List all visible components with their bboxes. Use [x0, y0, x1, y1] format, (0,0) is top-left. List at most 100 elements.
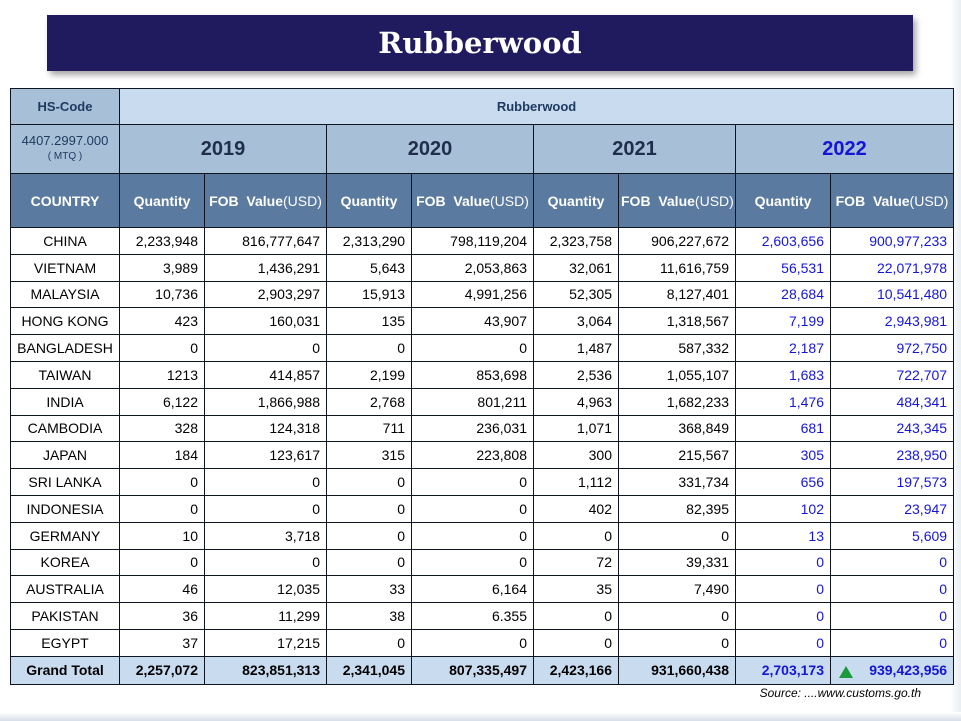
quantity-column-header: Quantity	[533, 173, 619, 228]
fob-value-cell: 10,541,480	[829, 280, 955, 309]
grand-total-row: Grand Total 2,257,072 823,851,313 2,341,045…	[10, 655, 955, 685]
quantity-cell: 0	[119, 334, 205, 362]
quantity-cell: 0	[533, 602, 619, 630]
total-fob-value-cell: 823,851,313	[204, 655, 327, 685]
product-header: Rubberwood	[118, 88, 955, 125]
quantity-cell: 1,071	[533, 414, 619, 443]
quantity-cell: 102	[735, 494, 831, 523]
quantity-cell: 402	[533, 494, 619, 523]
fob-value-cell: 1,436,291	[204, 253, 327, 282]
fob-value-cell: 123,617	[204, 441, 327, 470]
quantity-cell: 2,768	[326, 387, 412, 416]
quantity-cell: 7,199	[735, 307, 831, 336]
year-2019-header: 2019	[119, 124, 327, 174]
fob-unit-label: (USD)	[909, 192, 949, 209]
fob-value-cell: 0	[411, 628, 534, 657]
country-cell: PAKISTAN	[10, 602, 120, 630]
fob-value-cell: 12,035	[204, 575, 327, 604]
fob-value-cell: 2,943,981	[829, 307, 955, 336]
page-title: Rubberwood	[47, 15, 913, 71]
country-cell: INDIA	[10, 387, 120, 416]
country-cell: INDONESIA	[10, 494, 120, 523]
fob-unit-label: (USD)	[490, 192, 529, 209]
fob-value-column-header: FOB Value(USD)	[618, 173, 736, 228]
quantity-cell: 0	[326, 334, 412, 362]
fob-value-cell: 0	[829, 548, 955, 577]
table-row: CHINA 2,233,948 816,777,647 2,313,290 798,11…	[10, 227, 955, 255]
fob-value-column-header: FOB Value(USD)	[204, 173, 327, 228]
quantity-cell: 0	[119, 468, 205, 496]
fob-value-cell: 2,053,863	[411, 253, 534, 282]
fob-value-cell: 801,211	[411, 387, 534, 416]
fob-value-cell: 215,567	[618, 441, 736, 470]
quantity-cell: 36	[119, 602, 205, 630]
quantity-cell: 3,989	[119, 253, 205, 282]
year-2020-header: 2020	[326, 124, 534, 174]
year-2021-header: 2021	[533, 124, 736, 174]
fob-value-cell: 587,332	[618, 334, 736, 362]
fob-value-cell: 82,395	[618, 494, 736, 523]
quantity-column-header: Quantity	[326, 173, 412, 228]
fob-value-cell: 11,616,759	[618, 253, 736, 282]
quantity-cell: 681	[735, 414, 831, 443]
fob-value-cell: 4,991,256	[411, 280, 534, 309]
table-row: AUSTRALIA 46 12,035 33 6,164 35 7,490 0 0	[10, 575, 955, 604]
quantity-cell: 3,064	[533, 307, 619, 336]
total-quantity-cell: 2,257,072	[119, 655, 205, 685]
fob-value-cell: 5,609	[829, 521, 955, 550]
fob-value-cell: 0	[204, 548, 327, 577]
fob-value-cell: 906,227,672	[618, 227, 736, 255]
total-fob-value-cell: 931,660,438	[618, 655, 736, 685]
year-2022-header: 2022	[734, 124, 955, 174]
country-cell: MALAYSIA	[10, 280, 120, 309]
quantity-cell: 0	[326, 468, 412, 496]
quantity-cell: 184	[119, 441, 205, 470]
fob-value-cell: 816,777,647	[204, 227, 327, 255]
quantity-cell: 0	[533, 521, 619, 550]
fob-value-label: FOB Value	[209, 192, 284, 209]
table-row: JAPAN 184 123,617 315 223,808 300 215,567 305 23…	[10, 441, 955, 470]
bottom-edge-bar	[0, 712, 961, 721]
fob-value-cell: 197,573	[829, 468, 955, 496]
quantity-cell: 52,305	[533, 280, 619, 309]
quantity-column-header: Quantity	[735, 173, 831, 228]
fob-value-cell: 331,734	[618, 468, 736, 496]
table-row: EGYPT 37 17,215 0 0 0 0 0 0	[10, 628, 955, 657]
quantity-cell: 0	[735, 548, 831, 577]
country-cell: VIETNAM	[10, 253, 120, 282]
fob-value-cell: 160,031	[204, 307, 327, 336]
quantity-cell: 2,199	[326, 360, 412, 389]
table-row: INDIA 6,122 1,866,988 2,768 801,211 4,963 1,68…	[10, 387, 955, 416]
fob-value-cell: 853,698	[411, 360, 534, 389]
table-row: CAMBODIA 328 124,318 711 236,031 1,071 368,849…	[10, 414, 955, 443]
quantity-cell: 35	[533, 575, 619, 604]
quantity-cell: 72	[533, 548, 619, 577]
table-row: HONG KONG 423 160,031 135 43,907 3,064 1,318,5…	[10, 307, 955, 336]
quantity-cell: 0	[326, 494, 412, 523]
country-cell: TAIWAN	[10, 360, 120, 389]
source-note: Source: ....www.customs.go.th	[759, 686, 921, 700]
quantity-cell: 6,122	[119, 387, 205, 416]
fob-value-cell: 39,331	[618, 548, 736, 577]
fob-value-cell: 124,318	[204, 414, 327, 443]
quantity-cell: 0	[533, 628, 619, 657]
quantity-cell: 56,531	[735, 253, 831, 282]
fob-value-cell: 0	[411, 468, 534, 496]
quantity-cell: 4,963	[533, 387, 619, 416]
table-row: INDONESIA 0 0 0 0 402 82,395 102 23,947	[10, 494, 955, 523]
fob-value-label: FOB Value	[835, 192, 910, 209]
quantity-cell: 135	[326, 307, 412, 336]
fob-value-cell: 6,164	[411, 575, 534, 604]
quantity-cell: 46	[119, 575, 205, 604]
country-cell: JAPAN	[10, 441, 120, 470]
quantity-cell: 0	[735, 628, 831, 657]
country-cell: CHINA	[10, 227, 120, 255]
fob-value-cell: 238,950	[829, 441, 955, 470]
country-column-header: COUNTRY	[10, 173, 120, 228]
quantity-cell: 305	[735, 441, 831, 470]
fob-value-cell: 484,341	[829, 387, 955, 416]
unit-label: ( MTQ )	[47, 151, 83, 162]
quantity-cell: 1,476	[735, 387, 831, 416]
total-fob-value-cell: 939,423,956	[829, 655, 955, 685]
country-cell: BANGLADESH	[10, 334, 120, 362]
